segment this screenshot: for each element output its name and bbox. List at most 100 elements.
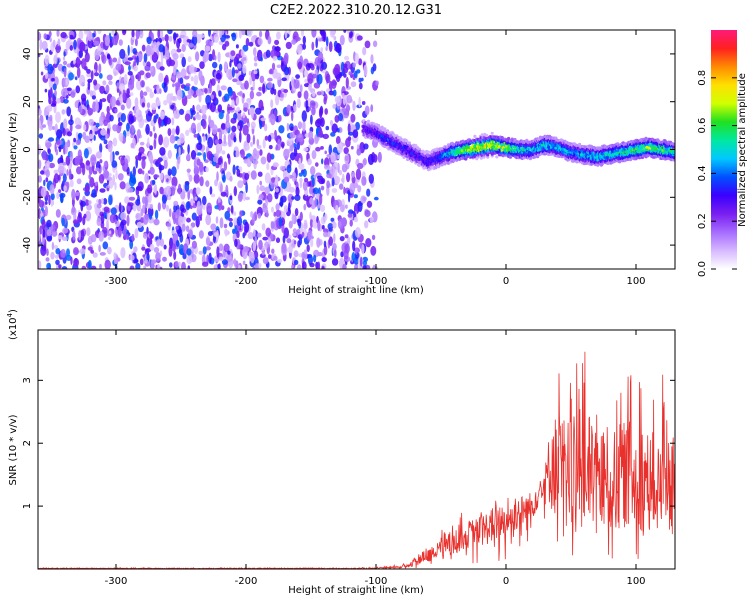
track-cell bbox=[376, 123, 381, 128]
x-tick-label: -300 bbox=[105, 576, 128, 587]
noise-blob bbox=[85, 160, 90, 166]
noise-blob bbox=[46, 229, 52, 237]
noise-blob bbox=[333, 233, 336, 243]
noise-blob bbox=[213, 33, 219, 43]
noise-blob bbox=[48, 153, 54, 163]
noise-blob bbox=[317, 51, 324, 61]
noise-blob bbox=[88, 200, 92, 205]
noise-blob bbox=[274, 129, 277, 141]
noise-blob bbox=[152, 179, 156, 185]
noise-blob bbox=[265, 199, 269, 207]
noise-blob bbox=[213, 232, 219, 237]
track-cell bbox=[672, 142, 675, 146]
track-cell bbox=[479, 156, 483, 160]
noise-blob bbox=[316, 175, 323, 180]
noise-blob bbox=[217, 263, 221, 269]
noise-blob bbox=[244, 226, 247, 236]
noise-blob bbox=[268, 145, 273, 150]
noise-blob bbox=[210, 223, 217, 231]
noise-blob bbox=[97, 44, 102, 56]
noise-blob bbox=[62, 145, 66, 155]
noise-blob bbox=[63, 98, 69, 104]
noise-blob bbox=[109, 213, 116, 224]
noise-blob bbox=[38, 230, 41, 242]
noise-blob bbox=[275, 237, 281, 243]
noise-blob bbox=[271, 248, 275, 254]
noise-blob bbox=[129, 92, 134, 96]
noise-blob bbox=[308, 254, 313, 266]
noise-blob bbox=[43, 179, 46, 187]
noise-blob bbox=[328, 227, 333, 232]
noise-blob bbox=[265, 227, 272, 237]
noise-blob bbox=[100, 129, 107, 136]
noise-blob bbox=[325, 46, 328, 51]
noise-blob bbox=[302, 120, 306, 132]
noise-blob bbox=[102, 80, 107, 86]
noise-blob bbox=[272, 162, 279, 168]
noise-blob bbox=[164, 74, 169, 83]
noise-blob bbox=[278, 125, 285, 134]
noise-blob bbox=[304, 78, 308, 83]
noise-blob bbox=[297, 91, 302, 99]
noise-blob bbox=[171, 128, 176, 136]
noise-blob bbox=[147, 137, 150, 149]
noise-blob bbox=[308, 106, 311, 112]
noise-blob bbox=[359, 256, 363, 267]
noise-blob bbox=[317, 178, 322, 183]
noise-blob bbox=[246, 98, 252, 103]
noise-blob bbox=[75, 85, 81, 94]
noise-blob bbox=[368, 173, 374, 184]
noise-blob bbox=[110, 207, 117, 215]
noise-blob bbox=[99, 85, 105, 94]
noise-blob bbox=[340, 251, 344, 258]
noise-blob bbox=[62, 60, 68, 66]
noise-blob bbox=[338, 169, 343, 176]
noise-blob bbox=[233, 186, 237, 197]
noise-blob bbox=[155, 113, 159, 119]
noise-blob bbox=[186, 153, 191, 161]
noise-blob bbox=[253, 47, 257, 57]
noise-blob bbox=[65, 78, 69, 86]
noise-blob bbox=[282, 235, 286, 244]
noise-blob bbox=[334, 63, 341, 75]
noise-blob bbox=[48, 123, 53, 131]
noise-blob bbox=[40, 245, 47, 257]
noise-blob bbox=[182, 149, 185, 154]
noise-blob bbox=[175, 225, 179, 231]
noise-blob bbox=[328, 144, 333, 155]
noise-blob bbox=[144, 196, 148, 207]
noise-blob bbox=[370, 245, 377, 256]
x-tick-label: 100 bbox=[626, 576, 645, 587]
noise-blob bbox=[362, 256, 368, 263]
noise-blob bbox=[86, 72, 92, 78]
noise-blob bbox=[288, 30, 292, 33]
noise-blob bbox=[230, 50, 236, 57]
colorbar-tick-label: 0.6 bbox=[697, 118, 708, 134]
noise-blob bbox=[106, 187, 110, 192]
noise-blob bbox=[52, 39, 56, 48]
noise-blob bbox=[171, 176, 178, 188]
noise-blob bbox=[95, 100, 99, 113]
noise-blob bbox=[166, 50, 170, 57]
noise-blob bbox=[71, 205, 76, 214]
noise-blob bbox=[202, 195, 207, 206]
noise-blob bbox=[98, 244, 101, 253]
noise-blob bbox=[313, 254, 317, 263]
noise-blob bbox=[236, 230, 240, 239]
noise-blob bbox=[317, 73, 323, 85]
noise-blob bbox=[168, 35, 173, 42]
noise-blob bbox=[242, 191, 247, 202]
noise-blob bbox=[307, 158, 312, 166]
y-tick-label: 1 bbox=[22, 503, 33, 509]
noise-blob bbox=[232, 78, 238, 83]
noise-blob bbox=[262, 138, 266, 149]
noise-blob bbox=[320, 47, 324, 53]
noise-blob bbox=[157, 202, 161, 212]
noise-blob bbox=[143, 214, 149, 225]
noise-blob bbox=[278, 216, 282, 227]
noise-blob bbox=[100, 213, 105, 224]
noise-blob bbox=[136, 214, 139, 219]
noise-blob bbox=[159, 66, 165, 71]
noise-blob bbox=[110, 96, 117, 107]
noise-blob bbox=[324, 150, 328, 155]
